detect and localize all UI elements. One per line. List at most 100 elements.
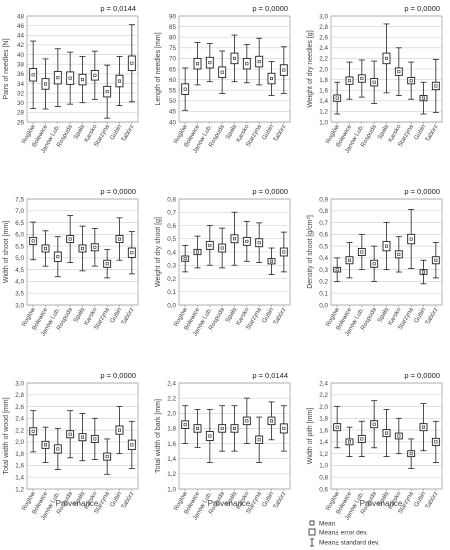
y-tick-label: 0,0 [319, 302, 328, 309]
legend: Mean Mean± error dev. Mean± standard dev… [308, 521, 380, 547]
mean-point [196, 62, 200, 66]
p-value: p = 0,0000 [252, 187, 288, 196]
y-tick-label: 1,2 [319, 451, 328, 458]
mean-point [220, 70, 224, 74]
mean-point [397, 70, 401, 74]
y-tick-label: 1,8 [167, 426, 176, 433]
mean-point [360, 437, 364, 441]
mean-point [31, 239, 35, 243]
x-axis-title-right: Provenance [360, 499, 403, 508]
mean-point [93, 73, 97, 77]
y-axis-label: Pairs of needles [N] [3, 38, 10, 99]
y-tick-label: 1,6 [167, 441, 176, 448]
y-tick-label: 65 [169, 66, 177, 73]
y-tick-label: 4,5 [15, 267, 24, 274]
y-tick-label: 2,2 [319, 392, 328, 399]
y-tick-label: 5,5 [15, 243, 24, 250]
y-tick-label: 55 [169, 88, 177, 95]
mean-point [282, 68, 286, 72]
y-tick-label: 0,4 [167, 249, 176, 256]
mean-point [118, 237, 122, 241]
mean-point [220, 246, 224, 250]
y-tick-label: 0,1 [319, 291, 328, 298]
y-tick-label: 0,2 [167, 276, 176, 283]
y-tick-label: 0,3 [319, 267, 328, 274]
y-tick-label: 2,8 [15, 392, 24, 399]
mean-point [347, 79, 351, 83]
y-tick-label: 4,0 [15, 279, 24, 286]
mean-point [68, 76, 72, 80]
y-tick-label: 60 [169, 77, 177, 84]
y-tick-label: 0,1 [167, 289, 176, 296]
y-tick-label: 2,4 [319, 45, 328, 52]
mean-point [220, 426, 224, 430]
y-tick-label: 0,8 [167, 196, 176, 203]
x-tick-label: Tabórz [424, 124, 439, 144]
mean-point [335, 96, 339, 100]
y-tick-label: 7,0 [15, 208, 24, 215]
y-tick-label: 6,0 [15, 232, 24, 239]
mean-point [105, 90, 109, 94]
y-tick-label: 32 [17, 90, 25, 97]
y-tick-label: 1,6 [15, 463, 24, 470]
y-tick-label: 28 [17, 110, 25, 117]
mean-point [335, 268, 339, 272]
chart-panel-5: 0,0 0,1 0,2 0,3 0,4 0,5 0,6 0,7 0,8 p = 0,0000 Wei… [155, 187, 291, 337]
y-axis-label: Width of pith [mm] [307, 408, 314, 464]
p-value: p = 0,0000 [404, 4, 440, 13]
mean-point [118, 428, 122, 432]
p-value: p = 0,0000 [252, 4, 288, 13]
y-axis-label: Weight of dry needles [g] [307, 30, 314, 107]
mean-point [31, 429, 35, 433]
mean-point [105, 455, 109, 459]
y-axis-label: Total width of bark [mm] [155, 399, 162, 473]
y-tick-label: 3,0 [15, 302, 24, 309]
y-tick-label: 1,4 [319, 98, 328, 105]
y-tick-label: 2,4 [167, 380, 176, 387]
y-axis-label: Total width of wood [mm] [3, 397, 10, 474]
mean-point [360, 250, 364, 254]
mean-point [245, 62, 249, 66]
mean-point [245, 419, 249, 423]
y-tick-label: 2,6 [15, 404, 24, 411]
mean-point [347, 440, 351, 444]
mean-point [397, 434, 401, 438]
p-value: p = 0,0000 [404, 187, 440, 196]
chart-panel-6: 0,0 0,1 0,2 0,3 0,4 0,5 0,6 0,7 0,8 0,9 p = 0,0000… [307, 187, 443, 337]
y-tick-label: 26 [17, 119, 25, 126]
mean-point [409, 79, 413, 83]
y-tick-label: 0,6 [319, 486, 328, 493]
mean-point [208, 434, 212, 438]
y-tick-label: 1,8 [319, 416, 328, 423]
mean-point [360, 77, 364, 81]
mean-point [31, 73, 35, 77]
p-value: p = 0,0000 [100, 371, 136, 380]
y-tick-label: 1,4 [15, 475, 24, 482]
x-tick-label: Tabórz [120, 307, 135, 327]
y-tick-label: 34 [17, 81, 25, 88]
y-tick-label: 36 [17, 71, 25, 78]
mean-point [183, 87, 187, 91]
mean-point [81, 78, 85, 82]
y-tick-label: 2,0 [15, 439, 24, 446]
p-value: p = 0,0144 [100, 4, 136, 13]
y-tick-label: 80 [169, 35, 177, 42]
y-tick-label: 1,6 [319, 88, 328, 95]
y-tick-label: 2,0 [167, 411, 176, 418]
legend-se-icon [308, 528, 316, 536]
y-tick-label: 38 [17, 61, 25, 68]
y-tick-label: 2,2 [167, 395, 176, 402]
mean-point [434, 440, 438, 444]
y-tick-label: 5,0 [15, 255, 24, 262]
y-tick-label: 1,0 [167, 486, 176, 493]
x-tick-label: Tabórz [424, 307, 439, 327]
y-tick-label: 0,2 [319, 279, 328, 286]
mean-point [269, 77, 273, 81]
mean-point [421, 270, 425, 274]
y-tick-label: 0,5 [167, 236, 176, 243]
mean-point [257, 438, 261, 442]
mean-point [257, 60, 261, 64]
legend-se-label: Mean± error dev. [319, 530, 368, 537]
y-tick-label: 1,6 [319, 427, 328, 434]
mean-point [335, 425, 339, 429]
